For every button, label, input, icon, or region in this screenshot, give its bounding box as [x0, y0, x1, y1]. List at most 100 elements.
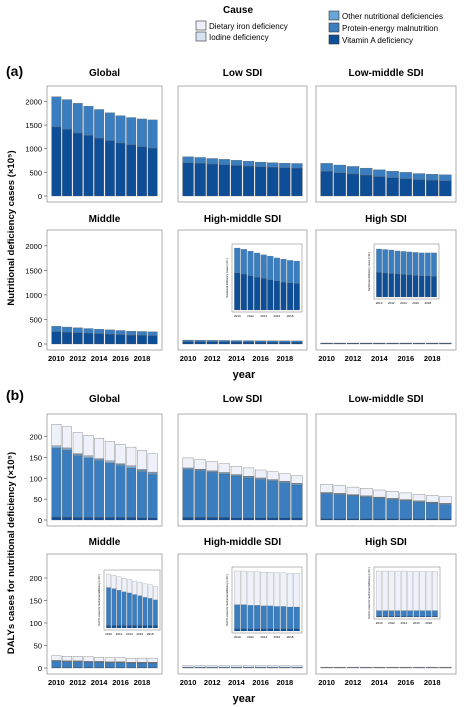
xtick-label: 2016	[397, 354, 414, 363]
inset-bar-segment-protein-energy-malnutrition	[254, 252, 261, 278]
bar-segment-protein-energy-malnutrition	[182, 339, 194, 342]
bar-segment-protein-energy-malnutrition	[126, 330, 137, 336]
bar-segment-vitamin-a-deficiency	[115, 517, 126, 521]
inset-bar-segment-vitamin-a-deficiency	[388, 273, 395, 298]
ytick-label: 100	[29, 474, 42, 483]
bar-segment-other-nutritional-deficiencies	[51, 446, 62, 449]
bar-segment-vitamin-a-deficiency	[137, 335, 147, 345]
inset-bar-segment-dietary-iron-deficiency	[142, 583, 148, 598]
inset-bar-segment-protein-energy-malnutrition	[407, 610, 413, 617]
bar-segment-vitamin-a-deficiency	[72, 132, 83, 197]
bar-segment-protein-energy-malnutrition	[147, 474, 158, 519]
bar-segment-vitamin-a-deficiency	[218, 517, 230, 521]
bar-segment-vitamin-a-deficiency	[360, 518, 373, 521]
inset-bar-segment-dietary-iron-deficiency	[121, 578, 127, 592]
xtick-label: 2014	[228, 354, 246, 363]
bar-segment-vitamin-a-deficiency	[126, 144, 137, 197]
ytick-label: 0	[38, 340, 42, 349]
panel-label-a: (a)	[6, 63, 23, 79]
bar-segment-vitamin-a-deficiency	[182, 517, 194, 521]
inset-bar-segment-vitamin-a-deficiency	[127, 625, 132, 629]
inset-bar-segment-vitamin-a-deficiency	[293, 628, 300, 632]
panel-global-a: Global 0 500 1000 1500 2000	[25, 68, 163, 203]
inset-bar-segment-dietary-iron-deficiency	[287, 573, 294, 608]
bar-segment-vitamin-a-deficiency	[386, 518, 399, 521]
ytick-label: 2000	[25, 97, 42, 106]
xtick-label: 2018	[134, 678, 151, 687]
inset-bar-segment-dietary-iron-deficiency	[260, 572, 267, 606]
bar-segment-vitamin-a-deficiency	[94, 333, 105, 345]
bar-segment-protein-energy-malnutrition	[399, 500, 412, 519]
bar-segment-vitamin-a-deficiency	[439, 518, 452, 521]
bar-segment-protein-energy-malnutrition	[267, 162, 279, 168]
inset-xtick-label: 2010	[234, 314, 241, 318]
inset-bar-segment-vitamin-a-deficiency	[394, 615, 401, 618]
bar-segment-dietary-iron-deficiency	[137, 657, 147, 663]
bar-segment-protein-energy-malnutrition	[126, 662, 137, 668]
bar-segment-protein-energy-malnutrition	[412, 501, 426, 519]
panel-title: High-middle SDI	[204, 214, 281, 225]
inset-bar-segment-vitamin-a-deficiency	[287, 282, 294, 311]
bar-segment-protein-energy-malnutrition	[426, 503, 439, 519]
inset-bar-segment-protein-energy-malnutrition	[394, 250, 401, 275]
bar-segment-protein-energy-malnutrition	[206, 472, 218, 518]
bar-segment-vitamin-a-deficiency	[242, 341, 255, 345]
bar-segment-vitamin-a-deficiency	[242, 166, 255, 197]
bar-segment-dietary-iron-deficiency	[218, 665, 230, 668]
bar-segment-vitamin-a-deficiency	[346, 518, 360, 521]
inset-bar-segment-dietary-iron-deficiency	[116, 576, 122, 591]
inset-bar-segment-vitamin-a-deficiency	[273, 628, 280, 632]
bar-segment-vitamin-a-deficiency	[279, 342, 291, 345]
xtick-label: 2018	[277, 354, 294, 363]
bar-segment-other-nutritional-deficiencies	[83, 456, 94, 459]
bar-segment-vitamin-a-deficiency	[62, 516, 72, 521]
bar-segment-dietary-iron-deficiency	[242, 665, 255, 668]
xtick-label: 2012	[345, 354, 362, 363]
bar-segment-dietary-iron-deficiency	[346, 486, 360, 495]
ytick-label: 200	[29, 574, 42, 583]
inset-bar-segment-protein-energy-malnutrition	[280, 259, 287, 283]
ytick-label: 1500	[25, 266, 42, 275]
inset-bar-segment-vitamin-a-deficiency	[376, 272, 382, 298]
ylabel-b: DALYs cases for nutritional deficiency (…	[6, 452, 17, 654]
bar-segment-protein-energy-malnutrition	[72, 327, 83, 333]
inset-xtick-label: 2016	[412, 301, 419, 305]
inset-bar-segment-vitamin-a-deficiency	[132, 625, 137, 629]
inset-bar-segment-vitamin-a-deficiency	[106, 625, 111, 629]
ytick-label: 50	[34, 642, 42, 651]
inset-bar-segment-protein-energy-malnutrition	[267, 255, 274, 280]
bar-segment-vitamin-a-deficiency	[218, 164, 230, 197]
bar-segment-vitamin-a-deficiency	[426, 518, 439, 521]
inset-bar-segment-dietary-iron-deficiency	[137, 581, 143, 596]
bar-segment-dietary-iron-deficiency	[230, 466, 243, 475]
bar-segment-protein-energy-malnutrition	[115, 330, 126, 335]
xtick-label: 2012	[345, 678, 362, 687]
inset-xtick-label: 2016	[136, 632, 143, 636]
bar-segment-vitamin-a-deficiency	[267, 517, 279, 521]
bar-segment-protein-energy-malnutrition	[255, 161, 267, 168]
inset-bar-segment-protein-energy-malnutrition	[376, 610, 382, 617]
panel-low-sdi-b: Low SDI	[177, 394, 308, 527]
inset-bar-segment-dietary-iron-deficiency	[240, 570, 247, 605]
bar-segment-protein-energy-malnutrition	[94, 460, 105, 518]
inset-xtick-label: 2012	[247, 314, 254, 318]
bar-segment-protein-energy-malnutrition	[182, 469, 194, 518]
bar-segment-vitamin-a-deficiency	[104, 140, 115, 197]
inset-bar-segment-dietary-iron-deficiency	[267, 572, 274, 606]
inset-bar-segment-vitamin-a-deficiency	[267, 279, 274, 311]
inset-bar-segment-protein-energy-malnutrition	[401, 610, 407, 617]
inset-bar-segment-vitamin-a-deficiency	[406, 274, 413, 298]
bar-segment-protein-energy-malnutrition	[137, 118, 147, 147]
inset-xtick-label: 2014	[401, 621, 408, 625]
bar-segment-vitamin-a-deficiency	[373, 518, 386, 521]
inset-bar-segment-vitamin-a-deficiency	[376, 615, 382, 618]
bar-segment-vitamin-a-deficiency	[83, 333, 94, 345]
inset-ylabel: DALYs cases for nutritional deficiency (…	[225, 574, 229, 625]
bar-segment-dietary-iron-deficiency	[267, 471, 279, 480]
bar-segment-protein-energy-malnutrition	[320, 163, 333, 172]
xtick-label: 2018	[277, 678, 294, 687]
inset-bar-segment-protein-energy-malnutrition	[293, 260, 300, 284]
bar-segment-vitamin-a-deficiency	[412, 518, 426, 521]
bar-segment-protein-energy-malnutrition	[242, 161, 255, 167]
inset-bar-segment-dietary-iron-deficiency	[382, 570, 389, 611]
